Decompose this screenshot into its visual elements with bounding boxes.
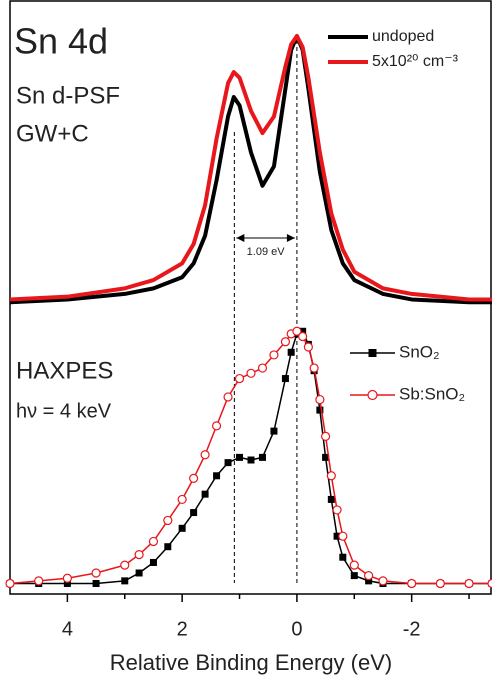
- x-axis-label: Relative Binding Energy (eV): [110, 650, 392, 675]
- marker: [333, 532, 341, 540]
- marker: [92, 579, 100, 587]
- marker: [349, 560, 359, 570]
- marker: [280, 337, 291, 347]
- marker: [309, 363, 319, 373]
- x-tick-label: 4: [62, 618, 73, 640]
- legend-label: Sb:SnO₂: [399, 384, 465, 403]
- marker: [364, 571, 374, 581]
- marker: [247, 456, 255, 464]
- marker: [292, 326, 302, 336]
- x-tick-label: 2: [177, 618, 188, 640]
- marker: [34, 576, 44, 586]
- marker: [378, 576, 388, 586]
- series-line: [9, 34, 492, 305]
- marker: [326, 471, 336, 481]
- marker: [257, 363, 268, 373]
- marker: [487, 578, 492, 589]
- legend-marker: [367, 389, 378, 401]
- marker: [148, 536, 159, 547]
- marker: [322, 453, 330, 461]
- marker: [315, 394, 325, 405]
- marker: [223, 392, 233, 402]
- marker: [62, 573, 72, 583]
- marker: [163, 515, 173, 526]
- marker: [407, 578, 417, 589]
- marker: [211, 421, 222, 431]
- marker: [121, 577, 129, 585]
- splitting-label: 1.09 eV: [247, 246, 286, 258]
- legend-label: SnO₂: [399, 342, 440, 361]
- marker: [200, 450, 210, 460]
- marker: [149, 558, 157, 566]
- marker: [189, 473, 199, 483]
- legend-label: 5x10²⁰ cm⁻³: [372, 53, 459, 70]
- marker: [63, 579, 71, 587]
- annotation: GW+C: [16, 120, 89, 147]
- marker: [201, 490, 209, 498]
- annotation: hν = 4 keV: [16, 400, 112, 422]
- marker: [224, 459, 232, 467]
- marker: [5, 578, 15, 589]
- annotation: Sn d-PSF: [16, 82, 120, 109]
- marker: [464, 578, 474, 589]
- legend-label: undoped: [372, 28, 434, 45]
- marker: [435, 578, 445, 589]
- marker: [246, 368, 256, 378]
- marker: [299, 327, 307, 335]
- marker: [164, 543, 172, 551]
- marker: [236, 453, 244, 461]
- marker: [281, 375, 289, 383]
- marker: [177, 494, 187, 505]
- marker: [298, 331, 308, 342]
- marker: [91, 568, 101, 578]
- marker: [316, 406, 324, 414]
- marker: [135, 569, 143, 577]
- x-tick-label: -2: [403, 618, 421, 640]
- marker: [287, 348, 295, 356]
- marker: [339, 553, 347, 561]
- marker: [120, 560, 130, 570]
- marker: [178, 524, 186, 532]
- annotation: Sn 4d: [14, 21, 108, 62]
- legend-marker: [368, 349, 377, 357]
- series-line: [9, 34, 492, 302]
- annotation: HAXPES: [16, 357, 113, 384]
- marker: [303, 342, 313, 352]
- marker: [134, 549, 144, 560]
- marker: [270, 427, 278, 435]
- marker: [338, 531, 348, 541]
- marker: [365, 577, 373, 585]
- marker: [190, 509, 198, 517]
- marker: [213, 472, 221, 480]
- marker: [350, 572, 358, 580]
- marker: [332, 505, 342, 515]
- marker: [269, 350, 279, 360]
- marker: [320, 431, 331, 441]
- marker: [258, 453, 266, 461]
- marker: [327, 495, 335, 503]
- x-tick-label: 0: [291, 618, 302, 640]
- marker: [234, 373, 245, 384]
